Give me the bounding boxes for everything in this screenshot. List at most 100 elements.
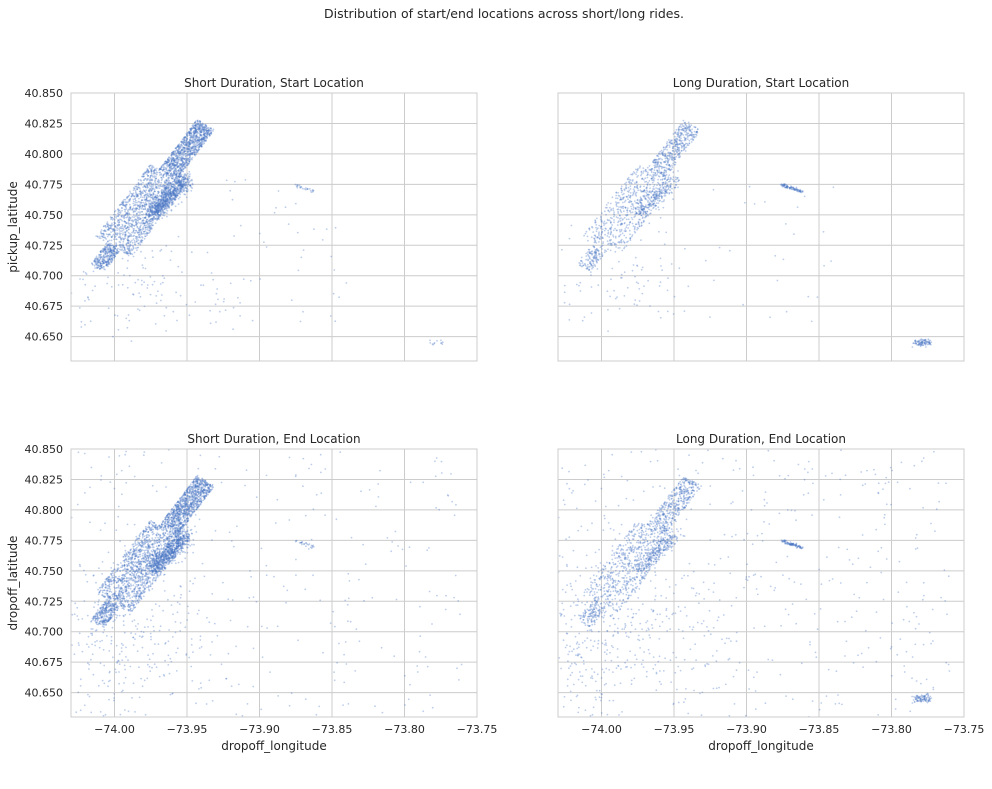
scatter-point [150,171,153,174]
scatter-point [222,300,225,303]
scatter-point [590,286,593,288]
scatter-point [678,156,681,159]
scatter-point [664,178,666,181]
scatter-point [189,132,191,135]
scatter-point [160,207,163,210]
scatter-point [194,138,197,141]
scatter-point [665,155,667,158]
scatter-point [200,129,203,132]
scatter-point [639,185,642,188]
scatter-point [137,179,140,181]
scatter-point [179,186,182,189]
scatter-point [102,232,105,235]
scatter-point [179,187,182,190]
scatter-point [615,194,618,197]
scatter-point [158,205,161,208]
scatter-point [618,241,621,244]
scatter-point [137,227,140,230]
scatter-point [669,165,672,168]
scatter-point [607,231,610,234]
scatter-point [657,165,659,168]
scatter-point [642,172,645,174]
scatter-point [636,169,639,172]
scatter-point [674,132,677,134]
scatter-point [606,240,609,243]
scatter-point [104,250,107,253]
scatter-point [623,201,626,203]
scatter-point [690,132,693,135]
scatter-point [173,160,176,163]
scatter-point [655,195,658,198]
scatter-point [185,161,188,164]
scatter-point [129,217,132,220]
scatter-point [642,178,645,181]
scatter-point [151,210,154,213]
scatter-point [149,188,152,191]
scatter-point [142,189,145,192]
scatter-point [192,135,195,138]
scatter-point [157,206,160,209]
scatter-point [171,177,174,180]
scatter-point [136,219,139,222]
scatter-point [164,186,167,189]
scatter-point [629,239,632,242]
scatter-point [623,216,626,219]
scatter-point [113,254,116,257]
scatter-point [154,195,157,198]
scatter-point [127,223,130,225]
scatter-point [664,175,666,177]
scatter-point [140,240,143,243]
scatter-point [111,224,113,227]
scatter-point [685,125,688,127]
scatter-point [167,193,170,196]
scatter-point [133,210,136,213]
scatter-point [171,191,174,194]
scatter-point [651,168,654,170]
scatter-point [188,145,191,148]
scatter-point [167,201,170,204]
scatter-point [160,199,162,201]
scatter-point [113,210,116,213]
scatter-point [174,167,177,170]
scatter-point [177,169,180,172]
scatter-point [171,197,174,200]
scatter-point [201,138,203,140]
scatter-point [177,203,180,206]
scatter-point [122,244,124,247]
scatter-point [103,229,106,232]
scatter-point [174,164,177,167]
scatter-point [632,225,635,228]
scatter-point [308,188,311,190]
scatter-point [102,258,105,261]
scatter-point [136,203,138,206]
scatter-point [133,228,136,230]
scatter-point [157,210,160,213]
scatter-point [169,194,172,196]
scatter-point [164,205,167,208]
scatter-point [193,126,196,128]
scatter-point [179,193,182,196]
scatter-point [664,166,666,169]
scatter-point [123,216,125,219]
scatter-point [575,283,578,286]
scatter-point [593,234,596,237]
scatter-point [164,187,167,190]
scatter-point [194,121,197,124]
scatter-point [183,157,186,160]
scatter-point [132,244,134,247]
scatter-point [672,162,674,165]
scatter-point [658,190,661,193]
scatter-point [107,233,110,236]
scatter-point [124,249,127,252]
scatter-point [656,172,659,174]
scatter-point [156,205,159,208]
scatter-point [194,131,197,134]
scatter-point [182,183,184,186]
scatter-point [178,186,181,189]
scatter-point [568,319,571,321]
scatter-point [94,267,96,269]
scatter-point [687,132,690,135]
scatter-point [657,161,660,163]
scatter-point [640,197,642,200]
scatter-point [177,185,180,187]
